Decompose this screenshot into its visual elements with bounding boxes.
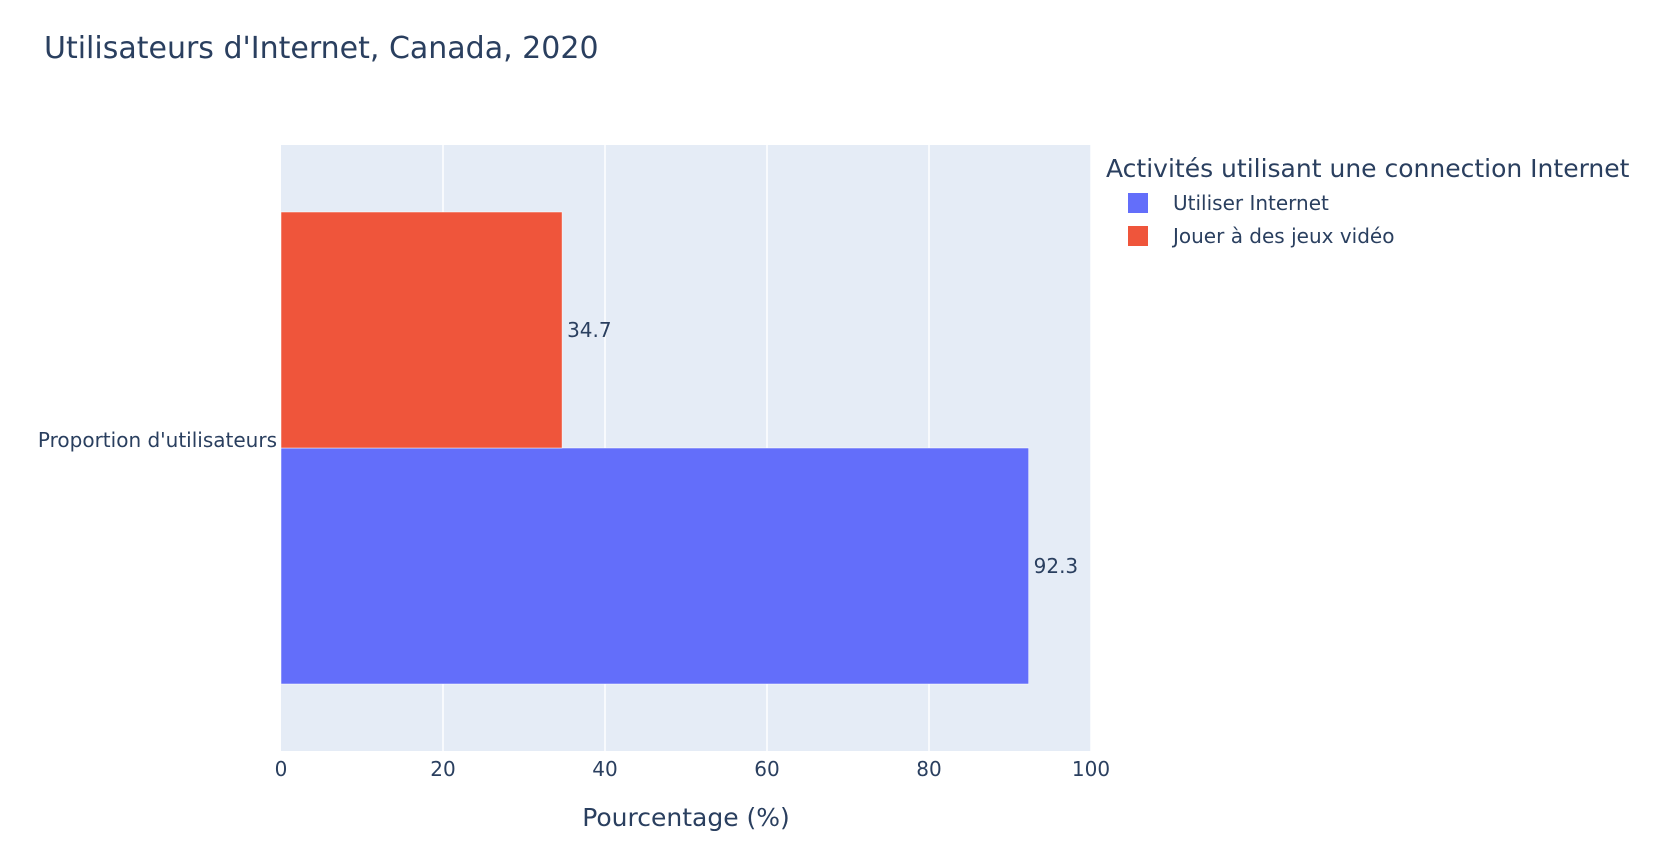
- legend-items[interactable]: Utiliser Internet Jouer à des jeux vidéo: [1128, 191, 1394, 248]
- x-tick-label: 40: [592, 757, 617, 781]
- legend-swatch: [1128, 226, 1148, 246]
- data-labels: 92.3 34.7: [567, 318, 1078, 578]
- bar[interactable]: [280, 447, 1029, 685]
- legend-title: Activités utilisant une connection Inter…: [1106, 154, 1630, 183]
- x-tick-label: 0: [275, 757, 288, 781]
- data-label: 34.7: [567, 318, 612, 342]
- x-axis-ticks: 0 20 40 60 80 100: [275, 757, 1110, 781]
- legend-item[interactable]: Jouer à des jeux vidéo: [1128, 224, 1394, 248]
- x-tick-label: 60: [754, 757, 779, 781]
- legend-label: Jouer à des jeux vidéo: [1171, 224, 1394, 248]
- x-tick-label: 20: [430, 757, 455, 781]
- y-category-label: Proportion d'utilisateurs: [38, 428, 277, 452]
- legend-item[interactable]: Utiliser Internet: [1128, 191, 1329, 215]
- bars: [280, 211, 1029, 685]
- legend[interactable]: Activités utilisant une connection Inter…: [1106, 154, 1630, 248]
- x-tick-label: 100: [1072, 757, 1110, 781]
- chart-title: Utilisateurs d'Internet, Canada, 2020: [44, 31, 599, 66]
- legend-label: Utiliser Internet: [1173, 191, 1329, 215]
- x-axis-title: Pourcentage (%): [582, 803, 790, 832]
- legend-swatch: [1128, 193, 1148, 213]
- data-label: 92.3: [1034, 554, 1079, 578]
- x-tick-label: 80: [916, 757, 941, 781]
- bar[interactable]: [280, 211, 563, 449]
